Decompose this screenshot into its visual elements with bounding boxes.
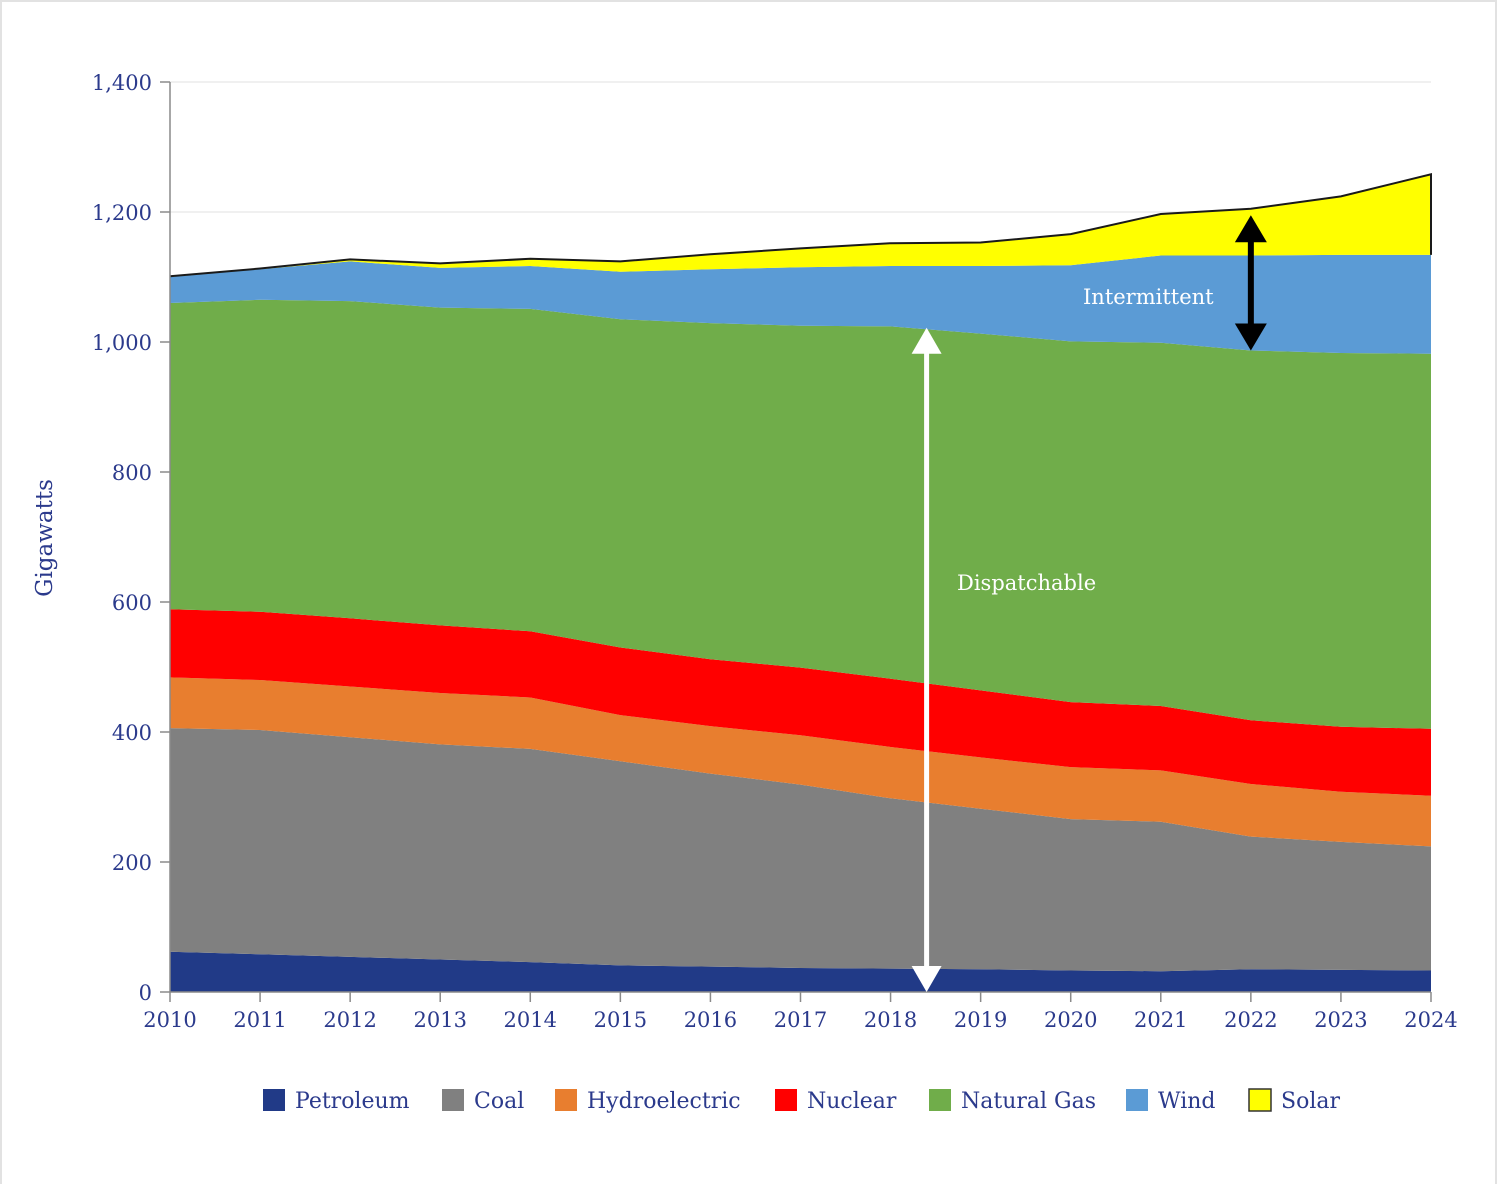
x-tick-label: 2024 [1404, 1008, 1457, 1032]
area-natural-gas [170, 299, 1431, 729]
arrow-dispatchable [911, 327, 942, 992]
legend-label: Wind [1158, 1089, 1216, 1114]
dispatchable-label: Dispatchable [957, 571, 1096, 595]
legend-label: Petroleum [295, 1089, 410, 1114]
area-wind [170, 254, 1431, 354]
y-axis-ticks: 0 200 400 600 800 1,000 1,200 1,400 [92, 71, 170, 1005]
area-coal [170, 728, 1431, 972]
legend-swatch [1126, 1089, 1148, 1111]
area-solar [170, 174, 1431, 277]
x-tick-label: 2013 [413, 1008, 466, 1032]
y-tick-label: 600 [112, 591, 152, 615]
legend-swatch [929, 1089, 951, 1111]
arrow-head-down-icon [1234, 323, 1267, 351]
legend-item-hydroelectric: Hydroelectric [555, 1089, 741, 1114]
arrow-head-down-icon [911, 966, 942, 992]
annotations: Dispatchable Intermittent [911, 215, 1267, 992]
x-tick-label: 2023 [1314, 1008, 1367, 1032]
area-layers [169, 173, 1432, 992]
y-tick-label: 1,000 [92, 331, 152, 355]
legend-swatch [775, 1089, 797, 1111]
y-tick-label: 0 [139, 981, 152, 1005]
x-tick-label: 2016 [684, 1008, 737, 1032]
y-axis-title: Gigawatts [32, 479, 58, 597]
y-tick-label: 1,200 [92, 201, 152, 225]
legend-swatch [555, 1089, 577, 1111]
legend-swatch [1248, 1088, 1272, 1112]
x-tick-label: 2022 [1224, 1008, 1277, 1032]
legend-label: Nuclear [807, 1089, 897, 1114]
x-tick-label: 2015 [594, 1008, 647, 1032]
legend-label: Natural Gas [961, 1089, 1096, 1114]
solar-outline [169, 173, 1432, 278]
x-axis-ticks: 2010 2011 2012 2013 2014 2015 2016 2017 2018 2019… [143, 992, 1458, 1032]
area-hydroelectric [170, 677, 1431, 847]
legend-label: Solar [1281, 1089, 1340, 1114]
legend: Petroleum Coal Hydroelectric Nuclear Natural… [263, 1088, 1340, 1114]
x-tick-label: 2021 [1134, 1008, 1187, 1032]
x-tick-label: 2020 [1044, 1008, 1097, 1032]
legend-label: Hydroelectric [587, 1089, 741, 1114]
gridlines [170, 81, 1431, 213]
legend-swatch [442, 1089, 464, 1111]
legend-item-nuclear: Nuclear [775, 1089, 897, 1114]
legend-item-coal: Coal [442, 1089, 524, 1114]
legend-label: Coal [474, 1089, 524, 1114]
y-tick-label: 400 [112, 721, 152, 745]
legend-swatch [263, 1089, 285, 1111]
intermittent-label: Intermittent [1083, 285, 1214, 309]
legend-item-petroleum: Petroleum [263, 1089, 410, 1114]
legend-item-solar: Solar [1248, 1088, 1340, 1114]
area-petroleum [170, 951, 1431, 992]
y-tick-label: 1,400 [92, 71, 152, 95]
legend-item-wind: Wind [1126, 1089, 1216, 1114]
x-tick-label: 2012 [323, 1008, 376, 1032]
area-nuclear [170, 609, 1431, 796]
arrow-intermittent [1234, 215, 1267, 351]
y-tick-label: 800 [112, 461, 152, 485]
x-tick-label: 2017 [774, 1008, 827, 1032]
x-tick-label: 2019 [954, 1008, 1007, 1032]
x-tick-label: 2014 [504, 1008, 557, 1032]
legend-item-natural-gas: Natural Gas [929, 1089, 1096, 1114]
y-tick-label: 200 [112, 851, 152, 875]
x-tick-label: 2018 [864, 1008, 917, 1032]
x-tick-label: 2010 [143, 1008, 196, 1032]
x-tick-label: 2011 [233, 1008, 286, 1032]
arrow-head-up-icon [911, 327, 942, 354]
arrow-head-up-icon [1234, 215, 1267, 243]
